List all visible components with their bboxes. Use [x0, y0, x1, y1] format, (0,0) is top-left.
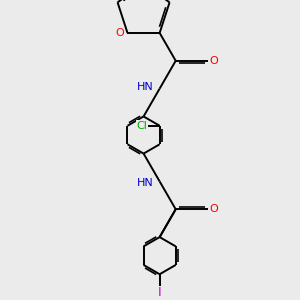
- Text: O: O: [209, 204, 218, 214]
- Text: I: I: [158, 286, 161, 299]
- Text: O: O: [115, 28, 124, 38]
- Text: Cl: Cl: [136, 121, 147, 131]
- Text: HN: HN: [137, 178, 154, 188]
- Text: HN: HN: [137, 82, 154, 92]
- Text: O: O: [209, 56, 218, 66]
